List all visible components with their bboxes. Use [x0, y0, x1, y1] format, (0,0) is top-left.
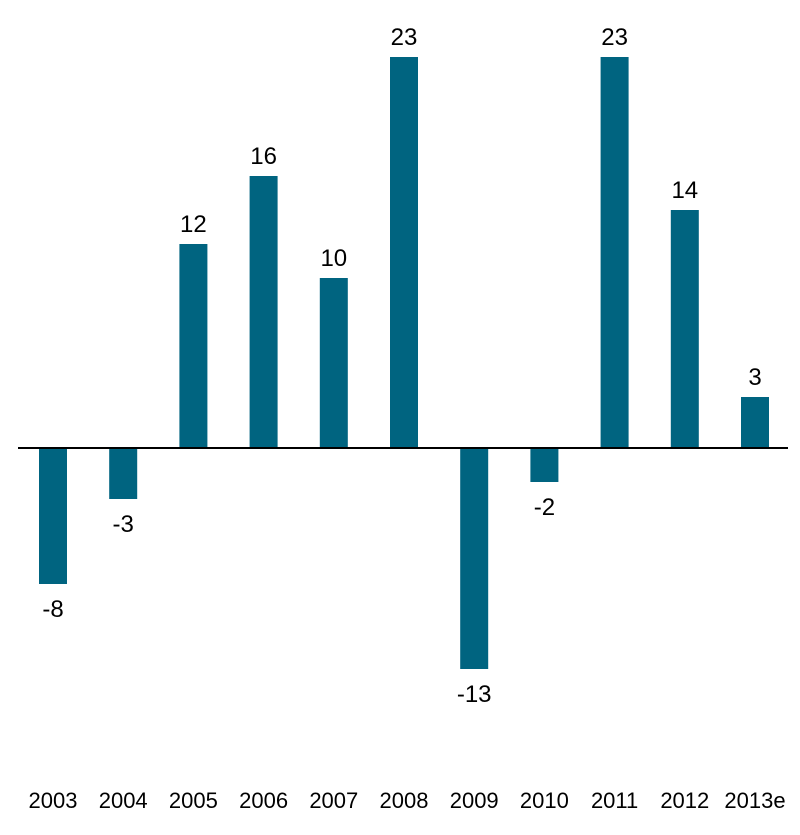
bar-2005: [179, 244, 208, 448]
data-label-2013e: 3: [748, 364, 761, 391]
x-tick-label-2009: 2009: [450, 788, 499, 813]
bar-2003: [39, 448, 67, 584]
x-tick-label-2004: 2004: [99, 788, 148, 813]
x-tick-label-2010: 2010: [520, 788, 569, 813]
data-label-2007: 10: [320, 245, 347, 272]
x-tick-label-2005: 2005: [169, 788, 218, 813]
data-label-2008: 23: [391, 24, 418, 51]
x-tick-labels-group: 2003 2004 2005 2006 2007 2008 2009 2010 2011 2012…: [29, 788, 786, 813]
bar-2004: [109, 448, 138, 499]
bar-2012: [670, 210, 699, 448]
x-tick-label-2012: 2012: [660, 788, 709, 813]
x-tick-label-2011: 2011: [591, 788, 638, 813]
x-tick-label-2003: 2003: [29, 788, 78, 813]
value-labels-group: -8 -3 12 16 10 23 -13 -2 23 14 3: [42, 24, 761, 708]
bar-2009: [460, 448, 489, 669]
bars-group: [39, 57, 769, 669]
x-tick-label-2008: 2008: [380, 788, 429, 813]
bar-2007: [319, 278, 348, 448]
bar-2011: [600, 57, 629, 448]
data-label-2006: 16: [250, 143, 277, 170]
x-tick-label-2007: 2007: [309, 788, 358, 813]
data-label-2003: -8: [42, 596, 63, 623]
x-tick-label-2006: 2006: [239, 788, 288, 813]
data-label-2011: 23: [601, 24, 628, 51]
x-tick-label-2013e: 2013e: [724, 788, 785, 813]
bar-2006: [249, 176, 278, 448]
data-label-2009: -13: [457, 681, 492, 708]
data-label-2012: 14: [671, 177, 698, 204]
bar-2013e: [741, 397, 769, 448]
data-label-2010: -2: [534, 494, 555, 521]
bar-2010: [530, 448, 559, 482]
data-label-2004: -3: [113, 511, 134, 538]
data-label-2005: 12: [180, 211, 207, 238]
bar-2008: [390, 57, 418, 448]
